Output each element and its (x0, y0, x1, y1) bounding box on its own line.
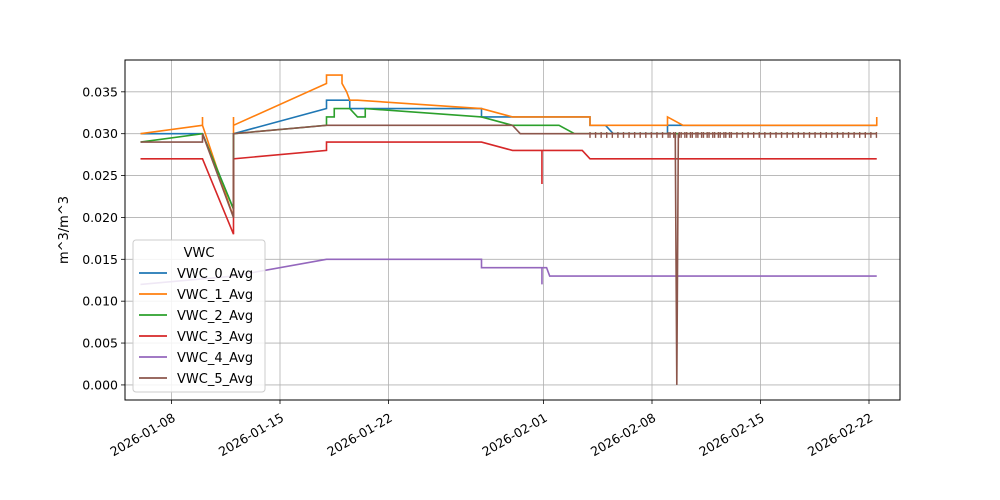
y-tick-label: 0.035 (82, 84, 118, 99)
series-line-vwc-5-avg (140, 124, 877, 385)
y-tick-label: 0.020 (82, 210, 118, 225)
legend-label: VWC_3_Avg (177, 330, 253, 345)
series-line-vwc-3-avg (140, 141, 877, 235)
series-line-vwc-4-avg (140, 258, 877, 286)
x-tick-label: 2026-01-08 (107, 410, 177, 459)
legend-label: VWC_2_Avg (177, 309, 253, 324)
y-axis-label: m^3/m^3 (57, 196, 72, 264)
x-tick-label: 2026-02-15 (696, 410, 766, 459)
legend: VWC VWC_0_Avg VWC_1_Avg VWC_2_Avg VWC_3_Avg… (132, 239, 266, 393)
legend-label: VWC_1_Avg (177, 288, 253, 303)
legend-items: VWC_0_Avg VWC_1_Avg VWC_2_Avg VWC_3_Avg VWC_… (139, 267, 253, 387)
legend-label: VWC_0_Avg (177, 267, 253, 282)
y-tick-label: 0.030 (82, 126, 118, 141)
x-tick-label: 2026-02-22 (805, 410, 875, 459)
legend-box (132, 239, 266, 393)
y-tick-label: 0.010 (82, 294, 118, 309)
y-tick-label: 0.025 (82, 168, 118, 183)
legend-title: VWC (184, 246, 215, 261)
y-tick-label: 0.015 (82, 252, 118, 267)
x-tick-label: 2026-02-08 (588, 410, 658, 459)
y-axis: 0.000 0.005 0.010 0.015 0.020 0.025 0.030 0.035 (82, 84, 125, 392)
axes-frame (124, 59, 901, 401)
x-tick-label: 2026-01-22 (324, 410, 394, 459)
x-tick-label: 2026-02-01 (479, 410, 549, 459)
y-tick-label: 0.000 (82, 377, 118, 392)
series-noise-vwc-5-avg (589, 132, 878, 138)
series-line-vwc-1-avg (140, 74, 878, 218)
x-axis: 2026-01-08 2026-01-15 2026-01-22 2026-02-01… (107, 400, 875, 459)
legend-label: VWC_4_Avg (177, 351, 253, 366)
legend-label: VWC_5_Avg (177, 372, 253, 387)
series-lines (140, 74, 878, 385)
x-tick-label: 2026-01-15 (216, 410, 286, 459)
y-tick-label: 0.005 (82, 336, 118, 351)
